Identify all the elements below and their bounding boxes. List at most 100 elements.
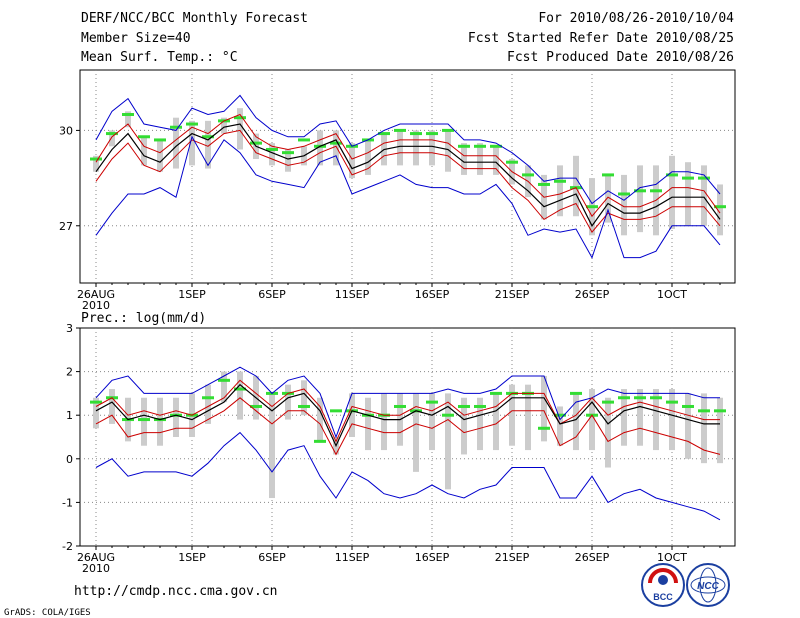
- grads-credit: GrADS: COLA/IGES: [4, 608, 91, 618]
- temperature-plot-frame: [79, 69, 736, 284]
- prec-range-bar: [573, 393, 579, 451]
- prec-climatology-mark: [330, 409, 342, 413]
- prec-climatology-mark: [714, 409, 726, 413]
- temp-range-bar: [189, 120, 195, 166]
- prec-climatology-mark: [394, 404, 406, 408]
- prec-climatology-mark: [650, 396, 662, 400]
- temp-climatology-mark: [298, 138, 310, 142]
- prec-range-bar: [157, 397, 163, 446]
- temp-climatology-mark: [602, 173, 614, 177]
- temp-climatology-mark: [442, 128, 454, 132]
- temp-climatology-mark: [122, 113, 134, 117]
- temp-climatology-mark: [458, 144, 470, 148]
- temp-range-bar: [493, 146, 499, 175]
- prec-range-bar: [301, 380, 307, 416]
- prec-lower-line: [95, 397, 721, 456]
- start-refer-date-label: Fcst Started Refer Date 2010/08/25: [468, 31, 734, 46]
- prec-climatology-mark: [490, 391, 502, 395]
- precipitation-range-bars: [93, 371, 723, 499]
- prec-range-bar: [685, 393, 691, 459]
- temp-climatology-mark: [234, 116, 246, 120]
- precip-variable-label: Prec.: log(mm/d): [81, 311, 206, 326]
- prec-climatology-mark: [554, 413, 566, 417]
- temp-min-line: [95, 135, 721, 259]
- temp-climatology-mark: [250, 141, 262, 145]
- temperature-lines: [95, 94, 721, 259]
- prec-upper-line: [95, 379, 720, 443]
- prec-range-bar: [461, 397, 467, 455]
- temp-climatology-mark: [106, 132, 118, 136]
- temp-climatology-mark: [330, 141, 342, 145]
- temp-climatology-mark: [490, 144, 502, 148]
- prec-climatology-mark: [682, 404, 694, 408]
- prec-range-bar: [605, 397, 611, 468]
- prec-range-bar: [541, 375, 547, 442]
- prec-range-bar: [701, 393, 707, 464]
- prec-range-bar: [669, 389, 675, 451]
- prec-climatology-mark: [474, 404, 486, 408]
- temp-range-bar: [701, 165, 707, 226]
- prec-range-bar: [429, 393, 435, 451]
- temp-range-bar: [269, 143, 275, 166]
- prec-climatology-mark: [634, 396, 646, 400]
- ncc-logo-text: NCC: [697, 581, 719, 592]
- temp-lower-line: [95, 129, 721, 233]
- temp-range-bar: [461, 143, 467, 175]
- temp-climatology-mark: [90, 157, 102, 161]
- temp-range-bar: [717, 184, 723, 236]
- prec-y-tick-label: -2: [62, 540, 73, 553]
- temp-range-bar: [637, 165, 643, 233]
- temp-climatology-mark: [586, 205, 598, 209]
- prec-climatology-mark: [298, 404, 310, 408]
- prec-climatology-mark: [138, 418, 150, 422]
- prec-x-tick-label: 1OCT: [657, 551, 687, 564]
- temp-range-bar: [333, 130, 339, 166]
- temp-range-bar: [221, 117, 227, 134]
- temp-climatology-mark: [682, 176, 694, 180]
- temp-climatology-mark: [138, 135, 150, 139]
- prec-range-bar: [589, 389, 595, 451]
- temp-range-bar: [349, 143, 355, 179]
- temp-y-tick-label: 30: [59, 124, 73, 137]
- prec-x-year-label: 2010: [82, 562, 110, 575]
- prec-climatology-mark: [202, 396, 214, 400]
- temperature-gridlines: [80, 70, 735, 283]
- temp-climatology-mark: [634, 189, 646, 193]
- prec-range-bar: [221, 371, 227, 403]
- temperature-y-ticks: 27 30: [59, 124, 80, 233]
- prec-range-bar: [93, 397, 99, 429]
- prec-climatology-mark: [90, 400, 102, 404]
- prec-range-bar: [365, 397, 371, 451]
- prec-range-bar: [621, 389, 627, 446]
- prec-range-bar: [269, 393, 275, 499]
- temp-climatology-mark: [714, 205, 726, 209]
- prec-range-bar: [141, 397, 147, 446]
- prec-range-bar: [109, 389, 115, 424]
- temp-climatology-mark: [698, 176, 710, 180]
- ncc-logo: NCC: [686, 563, 730, 607]
- prec-climatology-mark: [602, 400, 614, 404]
- precipitation-plot-frame: [79, 327, 736, 547]
- prec-x-tick-label: 26SEP: [575, 551, 610, 564]
- temperature-panel: 27 30 26AUG 1SEP 6SEP 11SEP 16SEP 21SEP 26SEP 1O…: [59, 69, 736, 312]
- prec-range-bar: [477, 397, 483, 451]
- temp-x-tick-label: 1OCT: [657, 288, 687, 301]
- prec-climatology-mark: [666, 400, 678, 404]
- temperature-range-bars: [93, 108, 723, 236]
- temp-x-tick-label: 11SEP: [335, 288, 370, 301]
- temp-climatology-mark: [474, 144, 486, 148]
- prec-range-bar: [381, 393, 387, 451]
- prec-x-tick-label: 1SEP: [178, 551, 206, 564]
- temp-x-tick-label: 6SEP: [258, 288, 286, 301]
- temp-range-bar: [157, 139, 163, 172]
- prec-mean-line: [95, 383, 720, 448]
- chart-title: DERF/NCC/BCC Monthly Forecast: [81, 11, 308, 26]
- member-size-label: Member Size=40: [81, 31, 191, 46]
- temp-range-bar: [621, 174, 627, 236]
- prec-y-tick-label: 2: [66, 366, 73, 379]
- temp-range-bar: [573, 155, 579, 217]
- prec-min-line: [95, 431, 721, 521]
- prec-climatology-mark: [218, 378, 230, 382]
- prec-range-bar: [173, 397, 179, 437]
- footer-url[interactable]: http://cmdp.ncc.cma.gov.cn: [74, 584, 278, 599]
